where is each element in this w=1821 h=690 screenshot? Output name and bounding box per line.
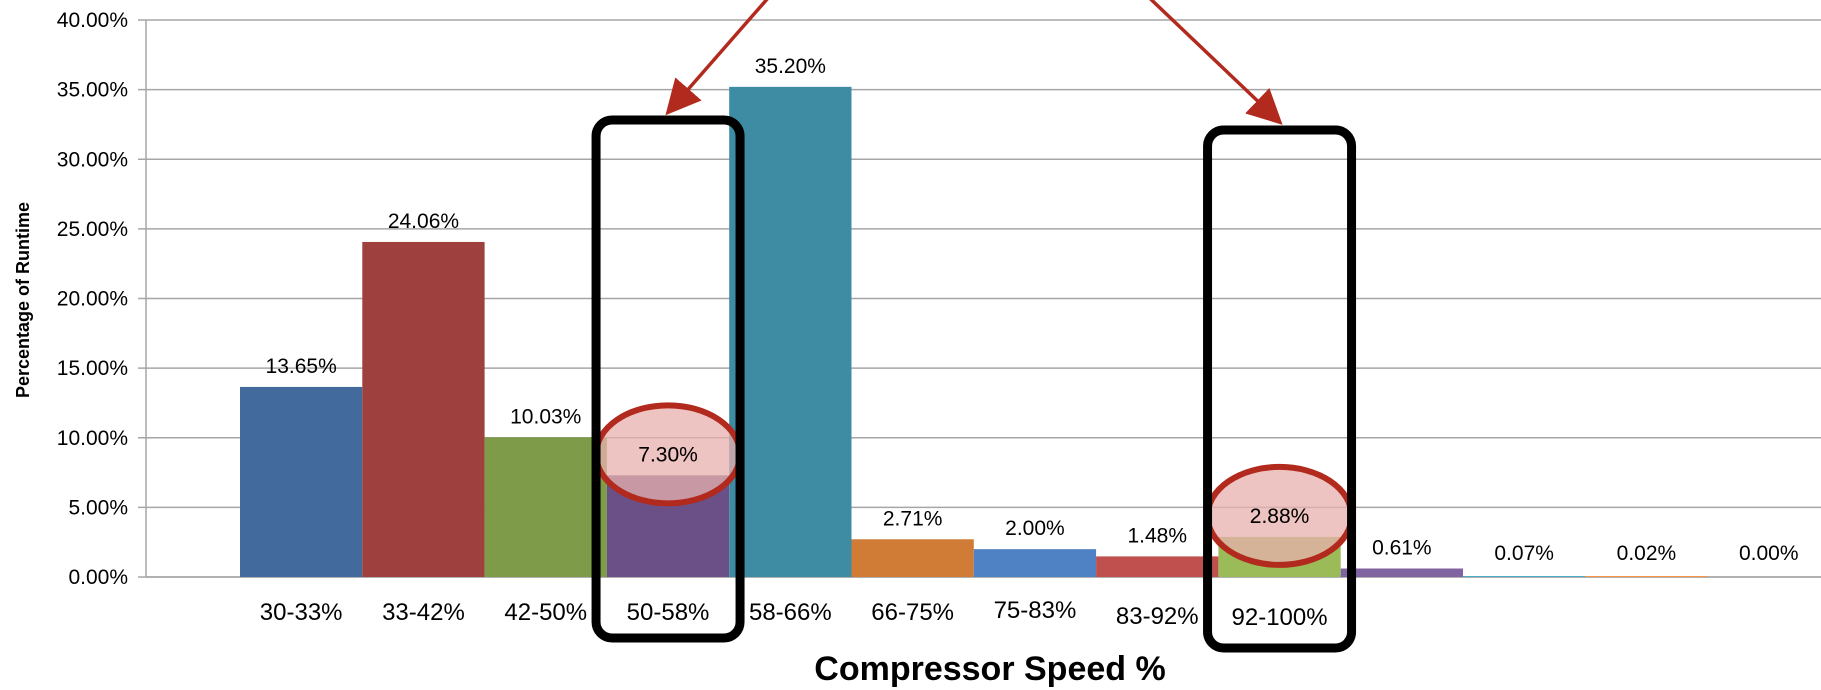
bar <box>240 386 363 577</box>
x-axis-title: Compressor Speed % <box>814 650 1165 688</box>
bar <box>1463 576 1586 577</box>
y-tick-label: 10.00% <box>57 427 128 450</box>
bar <box>1340 568 1463 577</box>
annotations: 7.30% 2.88% <box>591 0 1357 653</box>
data-label: 0.61% <box>1372 537 1432 560</box>
x-category-labels: 30-33% 33-42% 42-50% 50-58% 58-66% 66-75% 75-8… <box>260 597 1328 631</box>
y-tick-label: 20.00% <box>57 288 128 311</box>
bars <box>240 86 1708 578</box>
annotation-arrow <box>1149 0 1283 125</box>
highlight-box <box>591 115 745 643</box>
bar <box>362 241 485 578</box>
data-label: 0.07% <box>1494 542 1554 565</box>
data-label: 2.88% <box>1250 505 1310 528</box>
data-label: 2.00% <box>1005 517 1065 540</box>
data-label: 2.71% <box>883 507 943 530</box>
y-tick-label: 0.00% <box>68 566 128 589</box>
data-label: 10.03% <box>510 405 581 428</box>
y-tick-label: 40.00% <box>57 9 128 32</box>
x-category-label: 58-66% <box>749 599 832 626</box>
bar <box>484 437 607 577</box>
highlight-box <box>1203 125 1357 653</box>
x-category-label: 42-50% <box>504 599 587 626</box>
y-axis-title: Percentage of Runtime <box>13 202 33 398</box>
x-category-label: 66-75% <box>871 599 954 626</box>
data-label: 13.65% <box>266 355 337 378</box>
y-tick-labels: 0.00% 5.00% 10.00% 15.00% 20.00% 25.00% 30.00%… <box>57 9 128 589</box>
bar <box>851 539 974 577</box>
data-label: 0.00% <box>1739 542 1799 565</box>
y-tick-label: 30.00% <box>57 148 128 171</box>
bar <box>1096 556 1219 577</box>
x-category-label: 75-83% <box>994 597 1077 624</box>
x-category-label: 30-33% <box>260 599 343 626</box>
x-category-label: 92-100% <box>1232 604 1328 631</box>
y-tick-label: 15.00% <box>57 357 128 380</box>
data-label: 1.48% <box>1127 524 1187 547</box>
data-label: 7.30% <box>638 443 698 466</box>
bar <box>729 86 852 577</box>
y-tick-label: 35.00% <box>57 79 128 102</box>
annotation-arrow <box>665 0 769 116</box>
data-label: 35.20% <box>755 55 826 78</box>
y-tick-label: 25.00% <box>57 218 128 241</box>
bar <box>1585 576 1708 577</box>
bar <box>973 549 1097 577</box>
x-category-label: 50-58% <box>627 599 710 626</box>
x-category-label: 83-92% <box>1116 603 1199 630</box>
y-tick-label: 5.00% <box>68 496 128 519</box>
data-label: 24.06% <box>388 210 459 233</box>
x-category-label: 33-42% <box>382 599 465 626</box>
data-label: 0.02% <box>1617 542 1677 565</box>
